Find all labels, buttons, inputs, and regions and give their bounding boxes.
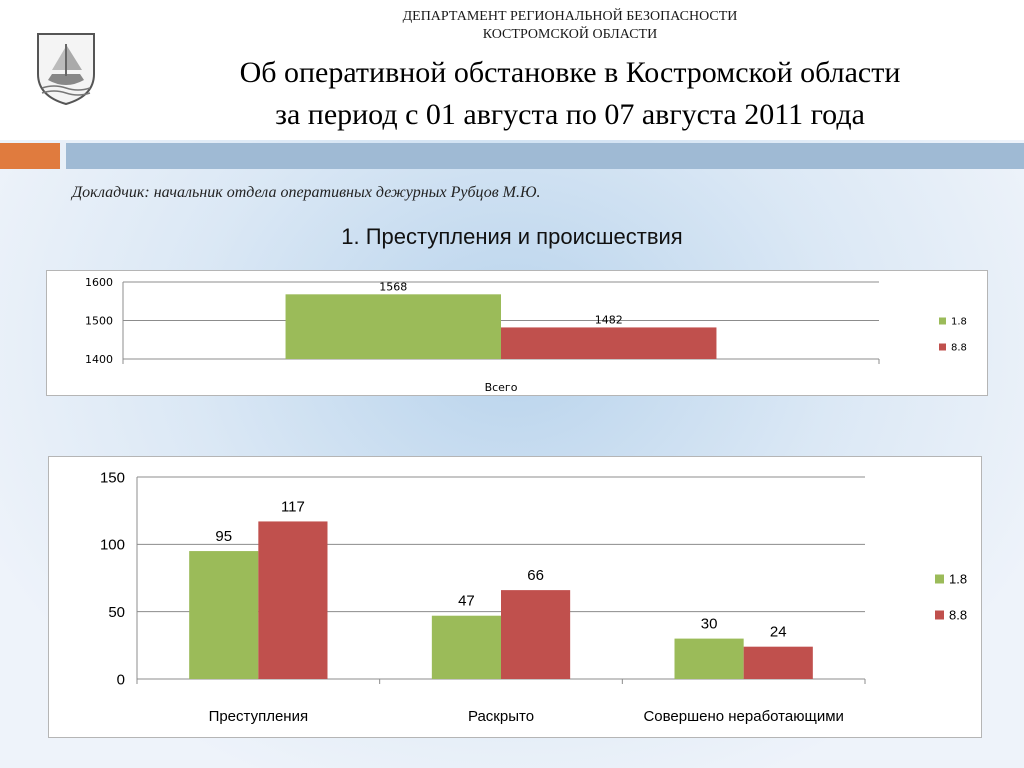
- reporter-line: Докладчик: начальник отдела оперативных …: [72, 184, 541, 201]
- y-tick-label: 1500: [85, 314, 113, 327]
- category-label: Раскрыто: [468, 708, 534, 725]
- page-title-line2: за период с 01 августа по 07 августа 201…: [275, 98, 865, 131]
- bar-8.8-1: [258, 521, 328, 679]
- bar-8.8-3: [743, 646, 813, 679]
- legend-swatch-1.8: [939, 317, 946, 325]
- y-tick-label: 0: [117, 671, 125, 688]
- legend-label: 1.8: [949, 572, 967, 587]
- data-label: 1482: [595, 313, 623, 326]
- bar-1.8-2: [431, 615, 501, 679]
- total-crimes-chart: 1400 1500 1600 1568 1482 Всего 1.8 8.8: [46, 270, 988, 396]
- legend-swatch-8.8: [939, 343, 946, 351]
- data-label: 95: [215, 528, 232, 545]
- crimes-breakdown-chart-svg: 0 50 100 150 95 117 Преступления 47 66 Раскрыто 30…: [100, 469, 967, 725]
- y-tick-label: 50: [108, 604, 125, 621]
- y-tick-label: 150: [100, 469, 125, 486]
- legend-swatch-8.8: [935, 610, 944, 620]
- y-tick-label: 1600: [85, 276, 113, 289]
- y-tick-label: 100: [100, 537, 125, 554]
- section-title: 1. Преступления и происшествия: [341, 224, 683, 249]
- coat-of-arms-icon: [37, 33, 95, 106]
- page-title-line1: Об оперативной обстановке в Костромской …: [239, 56, 901, 89]
- data-label: 24: [770, 624, 787, 641]
- data-label: 30: [701, 616, 718, 633]
- bar-1.8-1: [189, 551, 259, 679]
- blue-divider-bar: [66, 143, 1024, 169]
- category-label: Всего: [485, 381, 518, 394]
- total-crimes-chart-svg: 1400 1500 1600 1568 1482 Всего 1.8 8.8: [85, 276, 967, 394]
- bar-1.8-3: [674, 638, 744, 679]
- header: ДЕПАРТАМЕНТ РЕГИОНАЛЬНОЙ БЕЗОПАСНОСТИ КО…: [0, 0, 1024, 140]
- crimes-breakdown-chart: 0 50 100 150 95 117 Преступления 47 66 Раскрыто 30…: [48, 456, 982, 738]
- region-name: КОСТРОМСКОЙ ОБЛАСТИ: [482, 27, 658, 42]
- data-label: 1568: [379, 280, 407, 293]
- legend-swatch-1.8: [935, 574, 944, 584]
- y-tick-label: 1400: [85, 353, 113, 366]
- legend-label: 8.8: [949, 608, 967, 623]
- data-label: 66: [527, 567, 544, 584]
- data-label: 117: [281, 498, 305, 515]
- bar-8.8-1: [501, 327, 717, 359]
- category-label: Преступления: [209, 708, 309, 725]
- legend-label: 1.8: [951, 317, 967, 328]
- data-label: 47: [458, 593, 475, 610]
- bar-1.8-1: [285, 294, 501, 359]
- orange-accent-bar: [0, 143, 60, 169]
- bar-8.8-2: [501, 590, 571, 679]
- legend-label: 8.8: [951, 343, 967, 354]
- category-label: Совершено неработающими: [643, 708, 843, 725]
- department-name: ДЕПАРТАМЕНТ РЕГИОНАЛЬНОЙ БЕЗОПАСНОСТИ: [402, 9, 738, 24]
